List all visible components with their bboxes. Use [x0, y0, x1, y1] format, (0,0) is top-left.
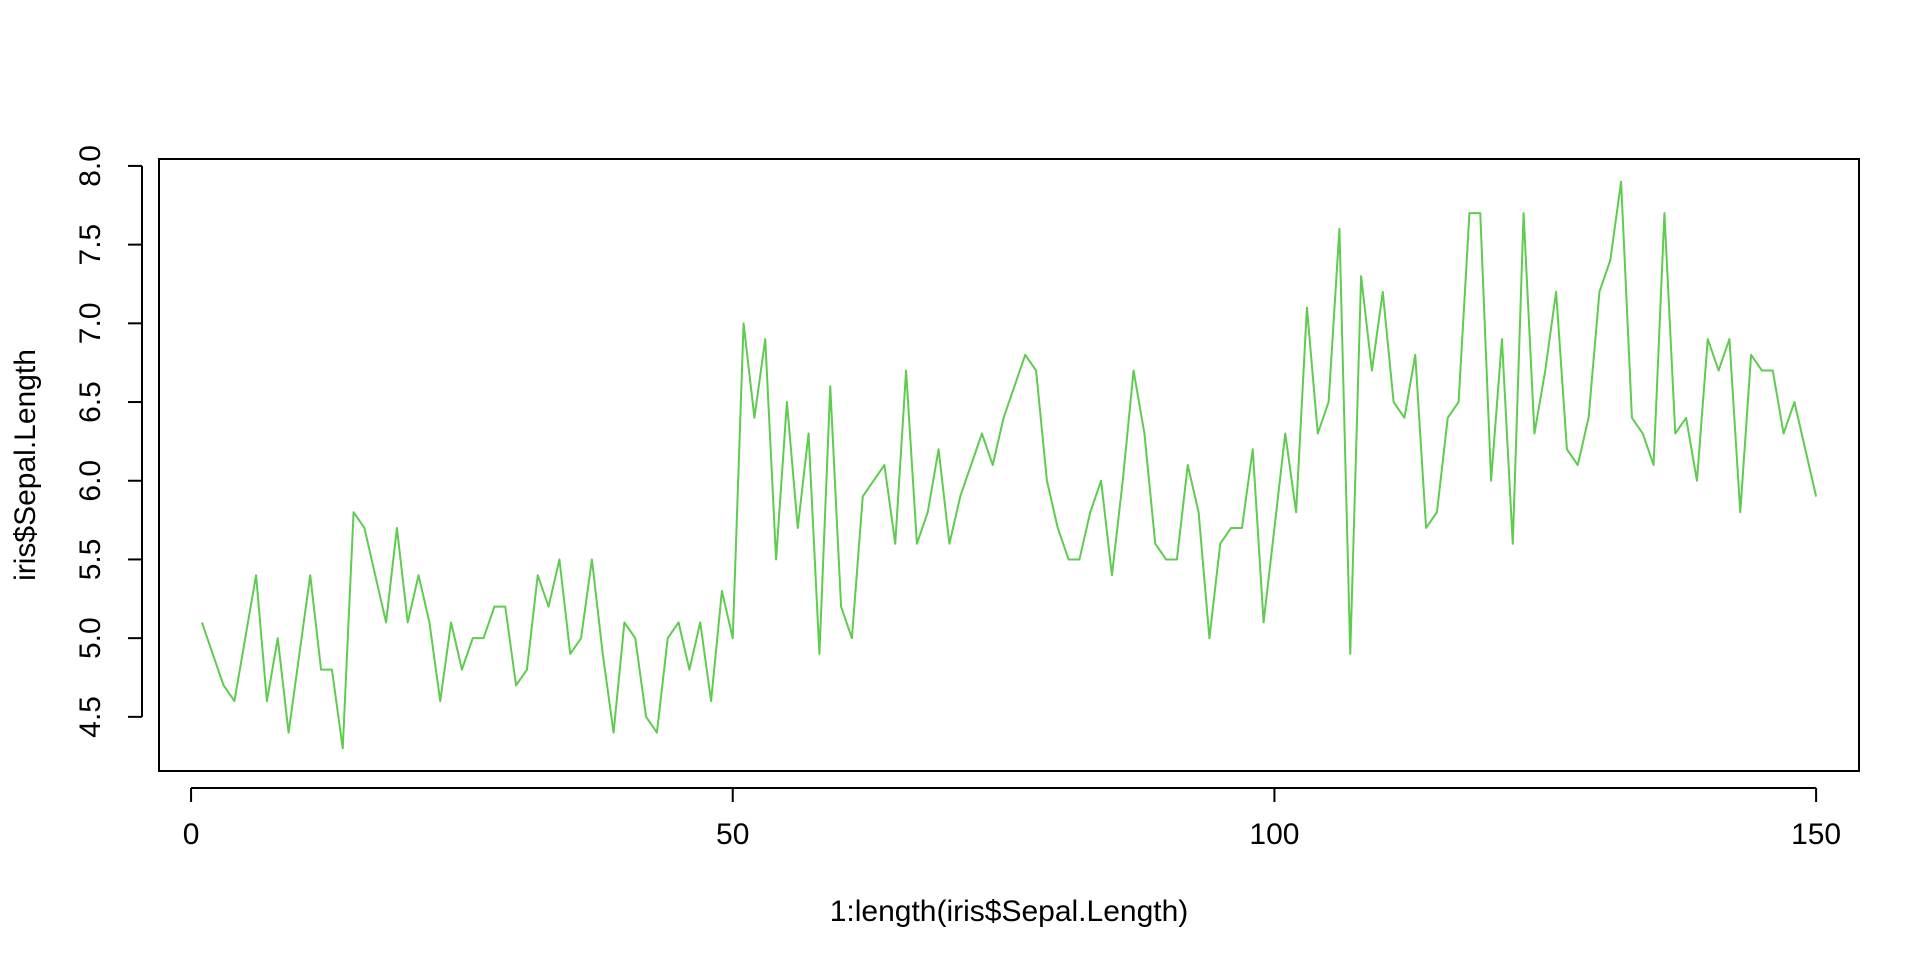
y-tick-label: 6.0: [74, 460, 107, 502]
x-tick-label: 150: [1791, 818, 1841, 851]
x-axis: 0 50 100 150: [183, 787, 1841, 851]
x-tick-label: 100: [1249, 818, 1299, 851]
y-tick-label: 5.5: [74, 539, 107, 581]
y-tick-label: 7.5: [74, 224, 107, 266]
x-axis-title: 1:length(iris$Sepal.Length): [830, 895, 1189, 928]
y-axis-title: iris$Sepal.Length: [9, 349, 42, 581]
y-axis: 4.5 5.0 5.5 6.0 6.5 7.0 7.5 8.0: [74, 145, 143, 738]
y-tick-label: 7.0: [74, 302, 107, 344]
y-tick-label: 6.5: [74, 381, 107, 423]
y-tick-label: 5.0: [74, 617, 107, 659]
x-tick-label: 0: [183, 818, 200, 851]
y-tick-label: 8.0: [74, 145, 107, 187]
plot-frame: [158, 158, 1860, 772]
series-line: [200, 180, 1818, 750]
x-tick-label: 50: [716, 818, 749, 851]
y-tick-label: 4.5: [74, 696, 107, 738]
